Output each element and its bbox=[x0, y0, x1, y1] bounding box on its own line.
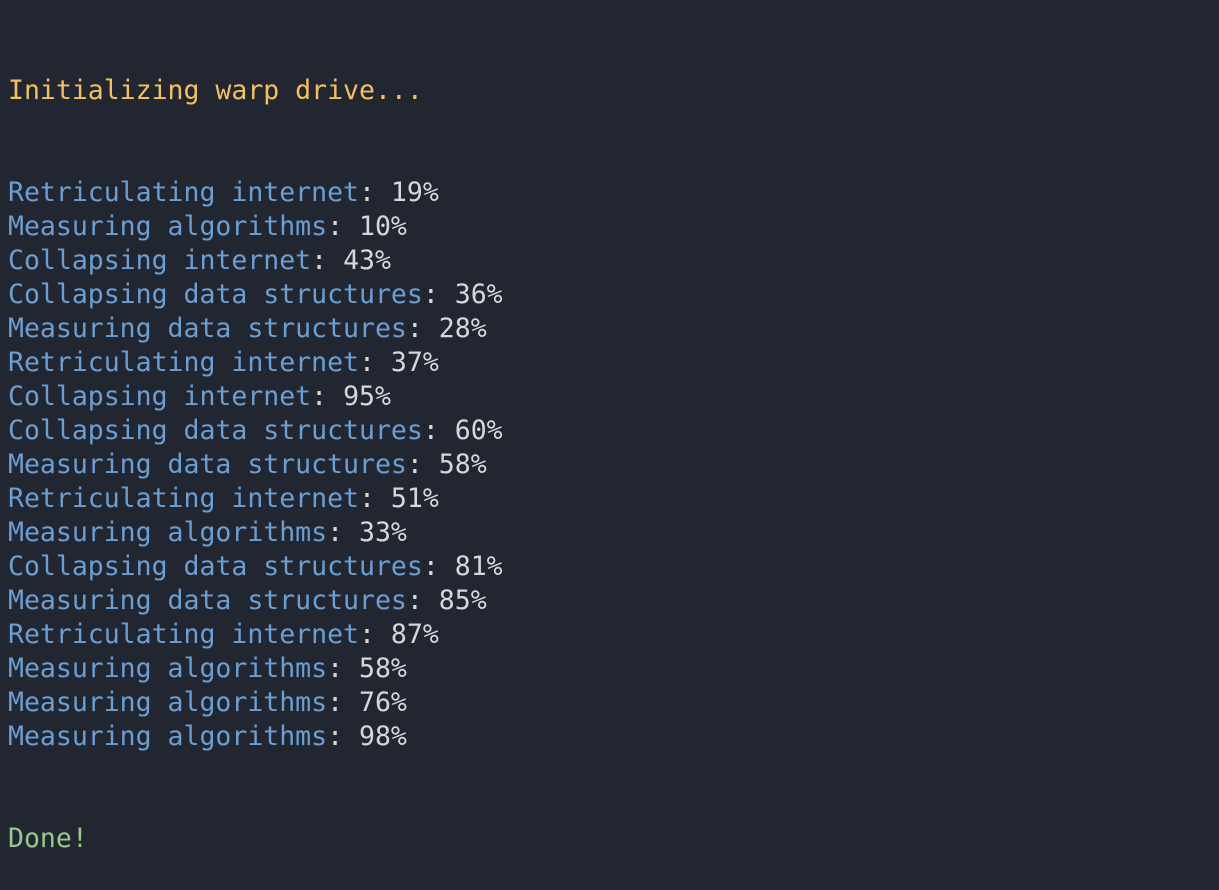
progress-value: 37% bbox=[390, 347, 439, 378]
separator: : bbox=[359, 177, 391, 208]
separator: : bbox=[406, 585, 439, 616]
progress-value: 81% bbox=[454, 551, 503, 582]
progress-value: 95% bbox=[343, 381, 391, 412]
task-name: Measuring data structures bbox=[8, 313, 407, 344]
progress-value: 33% bbox=[359, 517, 407, 548]
progress-value: 51% bbox=[390, 483, 439, 514]
progress-value: 19% bbox=[390, 177, 439, 208]
task-name: Collapsing internet bbox=[8, 245, 312, 276]
progress-value: 98% bbox=[359, 721, 407, 752]
progress-line: Retriculating internet: 37% bbox=[8, 346, 1219, 380]
separator: : bbox=[406, 313, 439, 344]
progress-line: Measuring algorithms: 58% bbox=[8, 652, 1219, 686]
separator: : bbox=[327, 211, 360, 242]
progress-line: Collapsing data structures: 60% bbox=[8, 414, 1219, 448]
progress-value: 76% bbox=[359, 687, 407, 718]
progress-line: Measuring algorithms: 98% bbox=[8, 720, 1219, 754]
progress-value: 60% bbox=[454, 415, 503, 446]
progress-line: Measuring algorithms: 33% bbox=[8, 516, 1219, 550]
separator: : bbox=[359, 483, 391, 514]
separator: : bbox=[327, 687, 360, 718]
progress-line: Measuring algorithms: 76% bbox=[8, 686, 1219, 720]
progress-line: Measuring data structures: 28% bbox=[8, 312, 1219, 346]
task-name: Measuring algorithms bbox=[8, 517, 328, 548]
progress-line: Collapsing internet: 43% bbox=[8, 244, 1219, 278]
separator: : bbox=[359, 347, 391, 378]
task-name: Retriculating internet bbox=[8, 177, 359, 208]
task-name: Retriculating internet bbox=[8, 483, 359, 514]
task-name: Retriculating internet bbox=[8, 347, 359, 378]
task-name: Collapsing data structures bbox=[8, 415, 423, 446]
progress-line: Retriculating internet: 51% bbox=[8, 482, 1219, 516]
progress-line: Measuring data structures: 58% bbox=[8, 448, 1219, 482]
task-name: Collapsing data structures bbox=[8, 279, 423, 310]
progress-line: Collapsing data structures: 36% bbox=[8, 278, 1219, 312]
task-name: Measuring data structures bbox=[8, 585, 407, 616]
task-name: Collapsing data structures bbox=[8, 551, 423, 582]
progress-value: 43% bbox=[343, 245, 391, 276]
separator: : bbox=[422, 551, 455, 582]
separator: : bbox=[311, 381, 344, 412]
header-line: Initializing warp drive... bbox=[8, 75, 423, 106]
progress-value: 87% bbox=[390, 619, 439, 650]
task-name: Retriculating internet bbox=[8, 619, 359, 650]
separator: : bbox=[327, 721, 360, 752]
progress-line: Measuring data structures: 85% bbox=[8, 584, 1219, 618]
progress-line: Retriculating internet: 87% bbox=[8, 618, 1219, 652]
progress-value: 58% bbox=[438, 449, 487, 480]
task-name: Measuring algorithms bbox=[8, 687, 328, 718]
task-name: Measuring data structures bbox=[8, 449, 407, 480]
progress-line: Collapsing internet: 95% bbox=[8, 380, 1219, 414]
progress-value: 85% bbox=[438, 585, 487, 616]
separator: : bbox=[311, 245, 344, 276]
separator: : bbox=[422, 279, 455, 310]
separator: : bbox=[406, 449, 439, 480]
separator: : bbox=[327, 517, 360, 548]
task-name: Measuring algorithms bbox=[8, 721, 328, 752]
progress-value: 36% bbox=[454, 279, 503, 310]
task-name: Collapsing internet bbox=[8, 381, 312, 412]
task-name: Measuring algorithms bbox=[8, 211, 328, 242]
progress-line: Collapsing data structures: 81% bbox=[8, 550, 1219, 584]
separator: : bbox=[359, 619, 391, 650]
progress-lines: Retriculating internet: 19% Measuring alg… bbox=[8, 176, 1219, 754]
progress-value: 28% bbox=[438, 313, 487, 344]
progress-line: Measuring algorithms: 10% bbox=[8, 210, 1219, 244]
separator: : bbox=[422, 415, 455, 446]
progress-line: Retriculating internet: 19% bbox=[8, 176, 1219, 210]
done-line: Done! bbox=[8, 823, 88, 854]
progress-value: 10% bbox=[359, 211, 407, 242]
